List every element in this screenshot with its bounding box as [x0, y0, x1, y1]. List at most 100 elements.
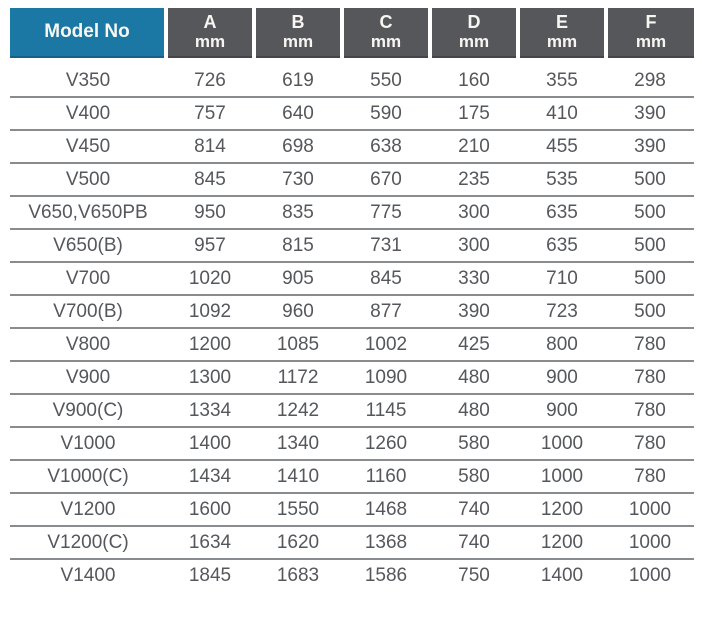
value-cell-e: 1000 [518, 426, 606, 460]
dimension-letter-label: A [203, 12, 217, 33]
value-cell-b: 960 [254, 294, 342, 328]
table-row: V350 726 619 550 160 355 298 [10, 57, 694, 97]
value-cell-e: 800 [518, 327, 606, 361]
value-cell-a: 1634 [166, 525, 254, 559]
value-cell-b: 640 [254, 96, 342, 130]
value-cell-d: 740 [430, 525, 518, 559]
value-cell-c: 775 [342, 195, 430, 229]
table-row: V1000(C) 1434 1410 1160 580 1000 780 [10, 459, 694, 493]
value-cell-d: 580 [430, 426, 518, 460]
value-cell-d: 175 [430, 96, 518, 130]
value-cell-a: 845 [166, 162, 254, 196]
value-cell-d: 580 [430, 459, 518, 493]
value-cell-c: 1145 [342, 393, 430, 427]
value-cell-a: 1300 [166, 360, 254, 394]
value-cell-e: 455 [518, 129, 606, 163]
value-cell-f: 780 [606, 459, 694, 493]
value-cell-c: 638 [342, 129, 430, 163]
value-cell-d: 210 [430, 129, 518, 163]
value-cell-a: 726 [194, 69, 226, 91]
value-cell-d: 425 [430, 327, 518, 361]
value-cell-a: 1020 [166, 261, 254, 295]
dimension-letter-label: D [467, 12, 481, 33]
value-cell-f: 780 [606, 360, 694, 394]
value-cell-d: 740 [430, 492, 518, 526]
value-cell-e: 1200 [518, 525, 606, 559]
header-row: Model No A mm B mm C mm D mm E [10, 8, 694, 58]
value-cell-c: 845 [342, 261, 430, 295]
dimension-unit-label: mm [194, 31, 226, 51]
value-cell-a: 1434 [166, 459, 254, 493]
dimension-unit-label: mm [635, 31, 667, 51]
dimension-unit-label: mm [458, 31, 490, 51]
value-cell-a: 950 [166, 195, 254, 229]
column-header-dimension: F mm [604, 8, 694, 58]
model-cell: V1000 [10, 426, 166, 460]
value-cell-b: 1683 [254, 558, 342, 592]
model-cell: V400 [10, 96, 166, 130]
value-cell-d: 300 [430, 195, 518, 229]
dimension-letter-label: F [645, 12, 657, 33]
value-cell-c: 1586 [342, 558, 430, 592]
column-header-dimension: C mm [340, 8, 430, 58]
model-cell: V1200 [10, 492, 166, 526]
table-row: V1000 1400 1340 1260 580 1000 780 [10, 426, 694, 460]
column-header-dimension: E mm [516, 8, 606, 58]
value-cell-b: 1410 [254, 459, 342, 493]
value-cell-c: 877 [342, 294, 430, 328]
spec-sheet-page: Model No A mm B mm C mm D mm E [10, 8, 694, 592]
model-cell: V500 [10, 162, 166, 196]
value-cell-c: 590 [342, 96, 430, 130]
value-cell-a: 814 [166, 129, 254, 163]
value-cell-f: 500 [606, 195, 694, 229]
value-cell-a: 1200 [166, 327, 254, 361]
value-cell-f: 780 [606, 393, 694, 427]
table-row: V1400 1845 1683 1586 750 1400 1000 [10, 558, 694, 592]
model-cell: V700(B) [10, 294, 166, 328]
table-row: V700(B) 1092 960 877 390 723 500 [10, 294, 694, 328]
value-cell-b: 698 [254, 129, 342, 163]
value-cell-e: 900 [518, 393, 606, 427]
model-cell: V900(C) [10, 393, 166, 427]
model-cell: V1400 [10, 558, 166, 592]
table-row: V500 845 730 670 235 535 500 [10, 162, 694, 196]
value-cell-e: 635 [518, 228, 606, 262]
model-cell: V900 [10, 360, 166, 394]
value-cell-a: 757 [166, 96, 254, 130]
value-cell-b: 1550 [254, 492, 342, 526]
value-cell-c: 1260 [342, 426, 430, 460]
model-cell: V800 [10, 327, 166, 361]
value-cell-a: 1845 [166, 558, 254, 592]
value-cell-d: 390 [430, 294, 518, 328]
table-header: Model No A mm B mm C mm D mm E [10, 8, 694, 58]
value-cell-e: 1200 [518, 492, 606, 526]
value-cell-f: 390 [606, 96, 694, 130]
value-cell-b: 815 [254, 228, 342, 262]
model-cell: V350 [65, 69, 111, 91]
value-cell-d: 160 [458, 69, 490, 91]
value-cell-d: 480 [430, 360, 518, 394]
value-cell-e: 1400 [518, 558, 606, 592]
table-row: V450 814 698 638 210 455 390 [10, 129, 694, 163]
value-cell-f: 500 [606, 162, 694, 196]
value-cell-e: 410 [518, 96, 606, 130]
table-row: V900 1300 1172 1090 480 900 780 [10, 360, 694, 394]
value-cell-b: 1620 [254, 525, 342, 559]
value-cell-f: 298 [634, 69, 666, 91]
value-cell-b: 835 [254, 195, 342, 229]
table-row: V400 757 640 590 175 410 390 [10, 96, 694, 130]
table-body: V350 726 619 550 160 355 298 V400 757 64… [10, 57, 694, 592]
value-cell-f: 500 [606, 294, 694, 328]
value-cell-e: 710 [518, 261, 606, 295]
value-cell-a: 1334 [166, 393, 254, 427]
value-cell-a: 1600 [166, 492, 254, 526]
model-cell: V1000(C) [10, 459, 166, 493]
dimensions-table: Model No A mm B mm C mm D mm E [10, 8, 694, 592]
model-cell: V450 [10, 129, 166, 163]
model-cell: V650,V650PB [10, 195, 166, 229]
column-header-model-no: Model No [10, 8, 166, 58]
table-row: V1200 1600 1550 1468 740 1200 1000 [10, 492, 694, 526]
value-cell-f: 1000 [606, 492, 694, 526]
value-cell-d: 235 [430, 162, 518, 196]
dimension-unit-label: mm [370, 31, 402, 51]
